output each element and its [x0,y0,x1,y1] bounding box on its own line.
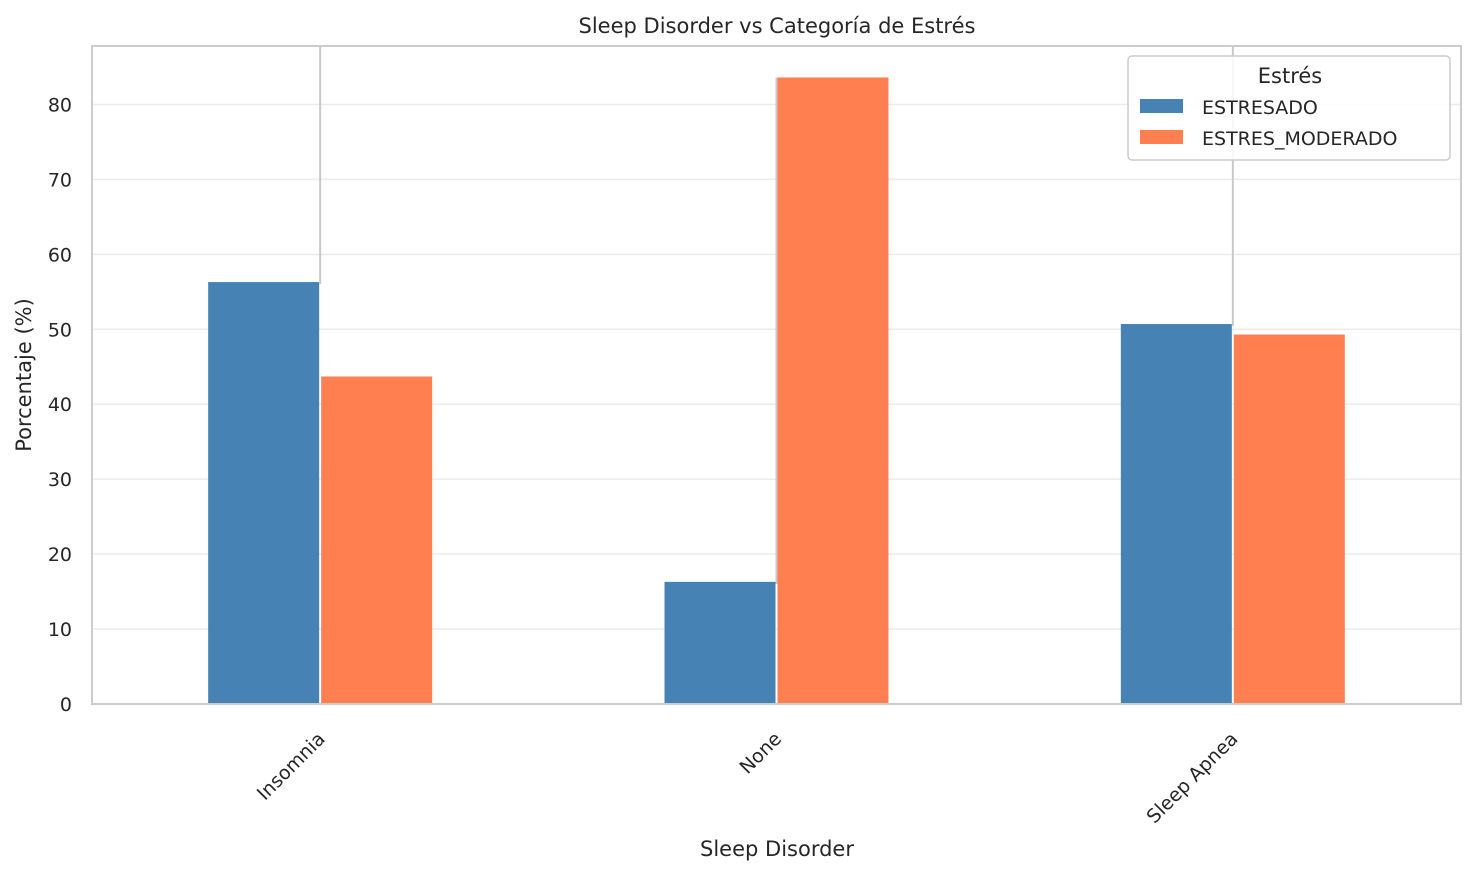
legend-label: ESTRESADO [1202,97,1318,119]
y-tick-label: 40 [48,394,72,416]
legend-swatch [1140,99,1183,113]
y-tick-label: 60 [48,244,72,266]
legend-box [1127,55,1451,161]
y-tick-label: 80 [48,94,72,116]
bar-estresado-insomnia [208,282,320,704]
legend-label: ESTRES_MODERADO [1202,128,1397,150]
x-axis-label: Sleep Disorder [700,837,854,861]
bar-estres-moderado-sleep-apnea [1233,334,1345,704]
plot-frame [91,45,1462,705]
y-tick-label: 0 [60,694,72,716]
chart-title: Sleep Disorder vs Categoría de Estrés [579,14,976,38]
y-tick-labels: 0 10 20 30 40 50 60 70 80 [48,94,72,716]
legend-items: ESTRESADO ESTRES_MODERADO [1140,97,1397,150]
bar-estres-moderado-none [777,77,889,705]
legend: Estrés ESTRESADO ESTRES_MODERADO [1127,55,1451,161]
y-tick-label: 20 [48,544,72,566]
bar-estres-moderado-insomnia [321,376,433,704]
legend-title: Estrés [1258,64,1322,88]
y-tick-label: 10 [48,619,72,641]
y-axis-label: Porcentaje (%) [12,298,36,452]
y-tick-label: 30 [48,469,72,491]
legend-swatch [1140,130,1183,144]
bar-estresado-none [664,581,776,704]
bars [208,77,1345,705]
y-tick-label: 70 [48,169,72,191]
y-tick-label: 50 [48,319,72,341]
bar-estresado-sleep-apnea [1120,324,1232,704]
